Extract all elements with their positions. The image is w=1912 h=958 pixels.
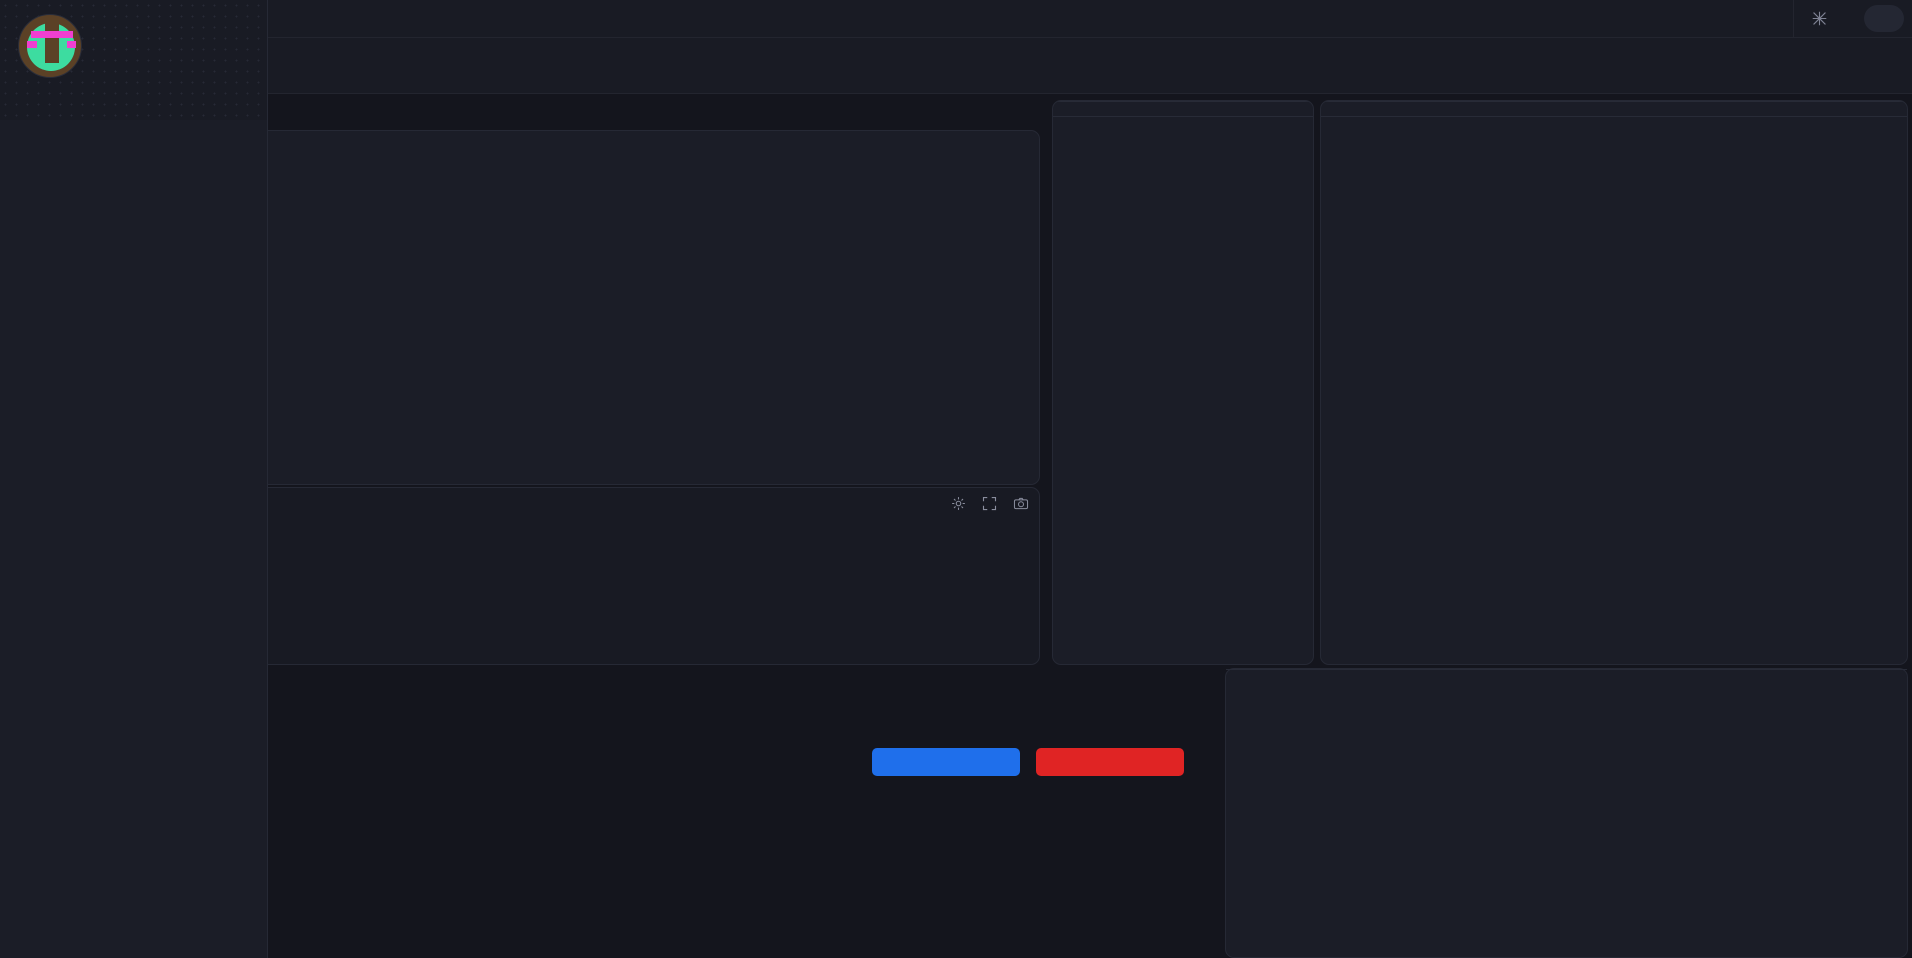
top-navigation — [268, 0, 1912, 38]
order-book-panel — [1052, 100, 1314, 665]
chart-settings-icon[interactable] — [951, 496, 966, 511]
connect-wallet-button[interactable] — [1864, 5, 1904, 32]
trades-header — [1321, 102, 1907, 117]
sell-short-button[interactable] — [1036, 748, 1184, 776]
position-value-row — [222, 708, 1222, 720]
market-stats-bar — [268, 38, 1912, 94]
order-entry-toolbar — [1226, 670, 1907, 682]
sidebar — [0, 0, 268, 958]
order-type-tabs — [1226, 669, 1907, 670]
trades-tabs — [1321, 101, 1907, 102]
bottom-tabs — [222, 668, 1222, 700]
price-chart-panel[interactable] — [222, 487, 1040, 665]
chart-toolbar — [951, 496, 1029, 511]
trades-panel — [1320, 100, 1908, 665]
chain-toolbar — [268, 94, 1090, 130]
buy-long-button[interactable] — [872, 748, 1020, 776]
brand-everstrike[interactable] — [1793, 0, 1854, 37]
position-header-row — [222, 700, 1222, 708]
order-book-header — [1053, 102, 1313, 117]
order-entry-panel — [1225, 668, 1908, 958]
chart-candles — [223, 512, 983, 664]
sidebar-profile — [0, 0, 267, 120]
everstrike-logo-icon — [1811, 10, 1828, 27]
camera-icon[interactable] — [1013, 496, 1029, 511]
fullscreen-icon[interactable] — [982, 496, 997, 511]
option-chain-panel — [222, 130, 1040, 485]
order-book-tabs — [1053, 101, 1313, 102]
avatar — [18, 14, 82, 78]
